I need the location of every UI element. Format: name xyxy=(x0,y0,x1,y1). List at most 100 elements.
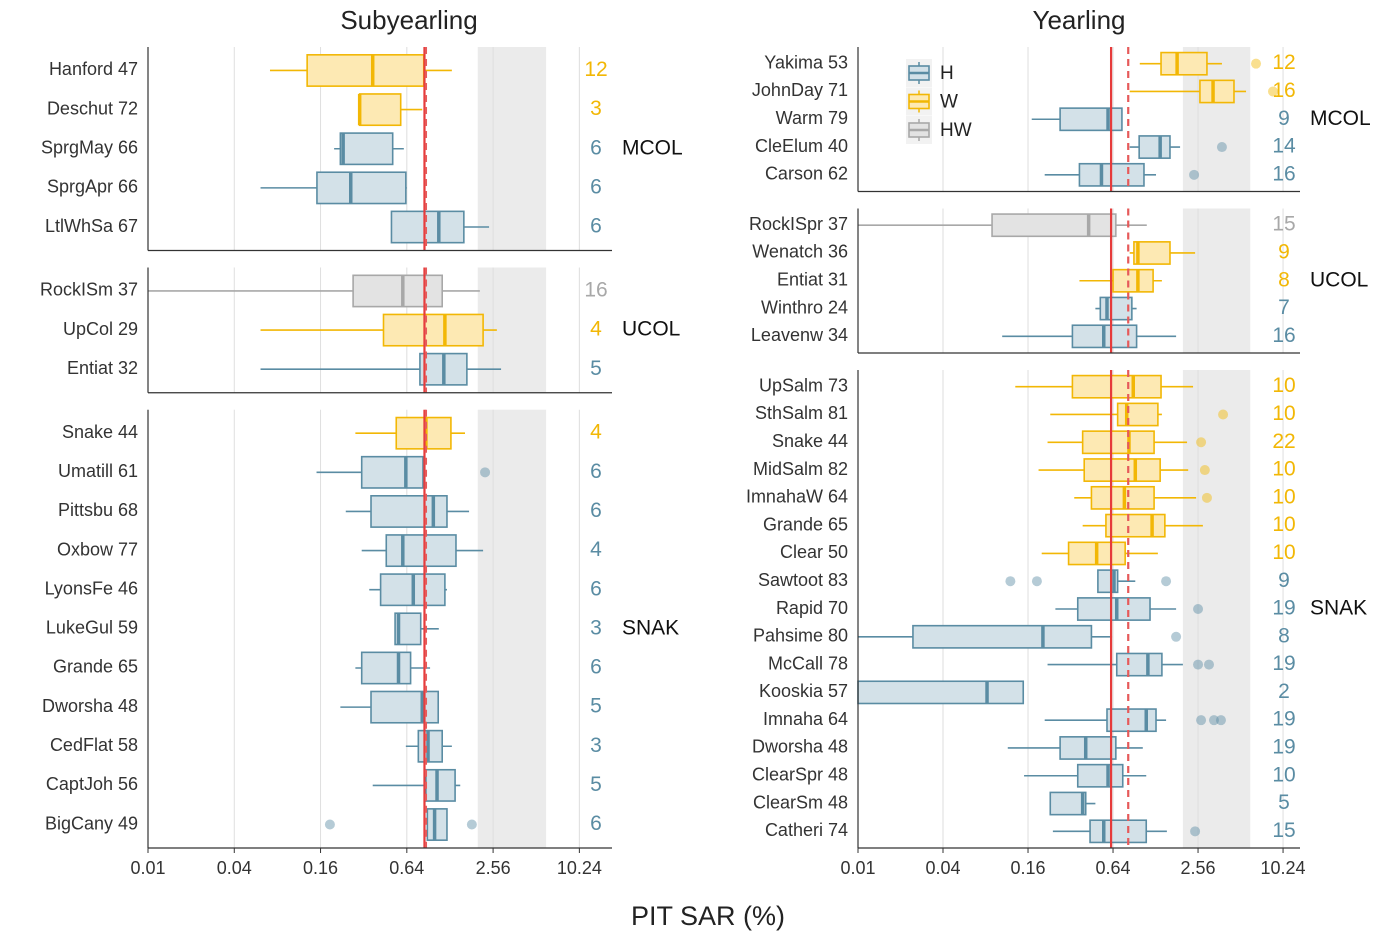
facet-label: MCOL xyxy=(622,136,683,159)
row-label: McCall 78 xyxy=(768,653,848,673)
row-label: SprgApr 66 xyxy=(47,177,138,197)
x-axis-label: PIT SAR (%) xyxy=(631,901,785,931)
row-label: Oxbow 77 xyxy=(57,539,138,559)
row-label: Clear 50 xyxy=(780,542,848,562)
x-tick-label: 0.16 xyxy=(1010,858,1045,878)
box xyxy=(1071,374,1162,399)
outlier xyxy=(1196,437,1207,448)
outlier xyxy=(1031,576,1042,587)
count-label: 5 xyxy=(590,357,602,380)
count-label: 19 xyxy=(1272,652,1295,675)
count-label: 8 xyxy=(1278,624,1290,647)
count-label: 16 xyxy=(584,279,607,302)
box xyxy=(417,729,443,763)
row-label: Snake 44 xyxy=(772,431,848,451)
row-label: Catheri 74 xyxy=(765,820,848,840)
count-label: 4 xyxy=(590,538,602,561)
box xyxy=(1160,51,1208,76)
outlier xyxy=(324,819,335,830)
legend-label: H xyxy=(940,63,954,84)
row-label: Entiat 31 xyxy=(777,270,848,290)
outlier xyxy=(1193,659,1204,670)
facet-label: UCOL xyxy=(1310,268,1368,291)
box xyxy=(370,690,440,724)
count-label: 10 xyxy=(1272,374,1295,397)
count-label: 9 xyxy=(1278,241,1290,264)
count-label: 9 xyxy=(1278,569,1290,592)
x-tick-label: 10.24 xyxy=(1261,858,1306,878)
box xyxy=(1081,430,1155,455)
box xyxy=(1138,135,1171,159)
outlier xyxy=(1199,465,1210,476)
row-label: Warm 79 xyxy=(776,108,848,128)
count-label: 19 xyxy=(1272,736,1295,759)
x-tick-label: 0.01 xyxy=(840,858,875,878)
box xyxy=(426,808,448,841)
x-tick-label: 0.64 xyxy=(389,858,424,878)
row-label: RockISpr 37 xyxy=(749,214,848,234)
box xyxy=(1089,819,1148,844)
count-label: 10 xyxy=(1272,763,1295,786)
row-label: Umatill 61 xyxy=(58,461,138,481)
row-label: Snake 44 xyxy=(62,422,138,442)
box xyxy=(1049,791,1087,816)
outlier xyxy=(1005,576,1016,587)
count-label: 16 xyxy=(1272,324,1295,347)
box xyxy=(385,534,457,568)
panel: Subyearling Hanford 47 12 Deschut 72 3 SprgMa… xyxy=(40,5,683,878)
box xyxy=(1106,708,1157,733)
row-label: MidSalm 82 xyxy=(753,459,848,479)
count-label: 6 xyxy=(590,215,602,238)
row-label: Pittsbu 68 xyxy=(58,500,138,520)
row-label: Imnaha 64 xyxy=(763,709,848,729)
row-label: Hanford 47 xyxy=(49,59,138,79)
box xyxy=(306,54,425,87)
x-tick-label: 0.04 xyxy=(925,858,960,878)
box xyxy=(360,455,424,489)
box xyxy=(1199,79,1235,104)
row-label: Winthro 24 xyxy=(761,297,848,317)
facet-label: SNAK xyxy=(622,616,679,639)
legend-label: W xyxy=(940,92,958,113)
row-label: BigCany 49 xyxy=(45,813,138,833)
count-label: 6 xyxy=(590,136,602,159)
row-label: CaptJoh 56 xyxy=(46,774,138,794)
row-label: UpSalm 73 xyxy=(759,375,848,395)
outlier xyxy=(1161,576,1172,587)
count-label: 6 xyxy=(590,499,602,522)
outlier xyxy=(1203,659,1214,670)
count-label: 7 xyxy=(1278,296,1290,319)
count-label: 22 xyxy=(1272,430,1295,453)
box xyxy=(360,651,412,685)
row-label: Yakima 53 xyxy=(764,52,848,72)
count-label: 19 xyxy=(1272,708,1295,731)
box xyxy=(991,213,1117,238)
row-label: CleElum 40 xyxy=(755,136,848,156)
box xyxy=(1059,736,1117,760)
outlier xyxy=(1267,86,1278,97)
x-tick-label: 0.04 xyxy=(217,858,252,878)
legend-label: HW xyxy=(940,120,972,141)
box xyxy=(339,132,394,166)
chart-title: Yearling xyxy=(1032,5,1125,35)
count-label: 5 xyxy=(590,773,602,796)
outlier xyxy=(1251,58,1262,69)
box xyxy=(1133,241,1171,265)
row-label: Wenatch 36 xyxy=(752,242,848,262)
count-label: 6 xyxy=(590,577,602,600)
row-label: Rapid 70 xyxy=(776,598,848,618)
count-label: 3 xyxy=(590,97,602,120)
row-label: LtlWhSa 67 xyxy=(45,216,138,236)
count-label: 10 xyxy=(1272,541,1295,564)
count-label: 5 xyxy=(1278,791,1290,814)
box xyxy=(912,624,1093,649)
row-label: JohnDay 71 xyxy=(752,80,848,100)
count-label: 6 xyxy=(590,812,602,835)
box xyxy=(857,680,1025,705)
row-label: Dworsha 48 xyxy=(752,737,848,757)
outlier xyxy=(1196,715,1207,726)
row-label: Entiat 32 xyxy=(67,358,138,378)
outlier xyxy=(1190,826,1201,837)
count-label: 6 xyxy=(590,460,602,483)
